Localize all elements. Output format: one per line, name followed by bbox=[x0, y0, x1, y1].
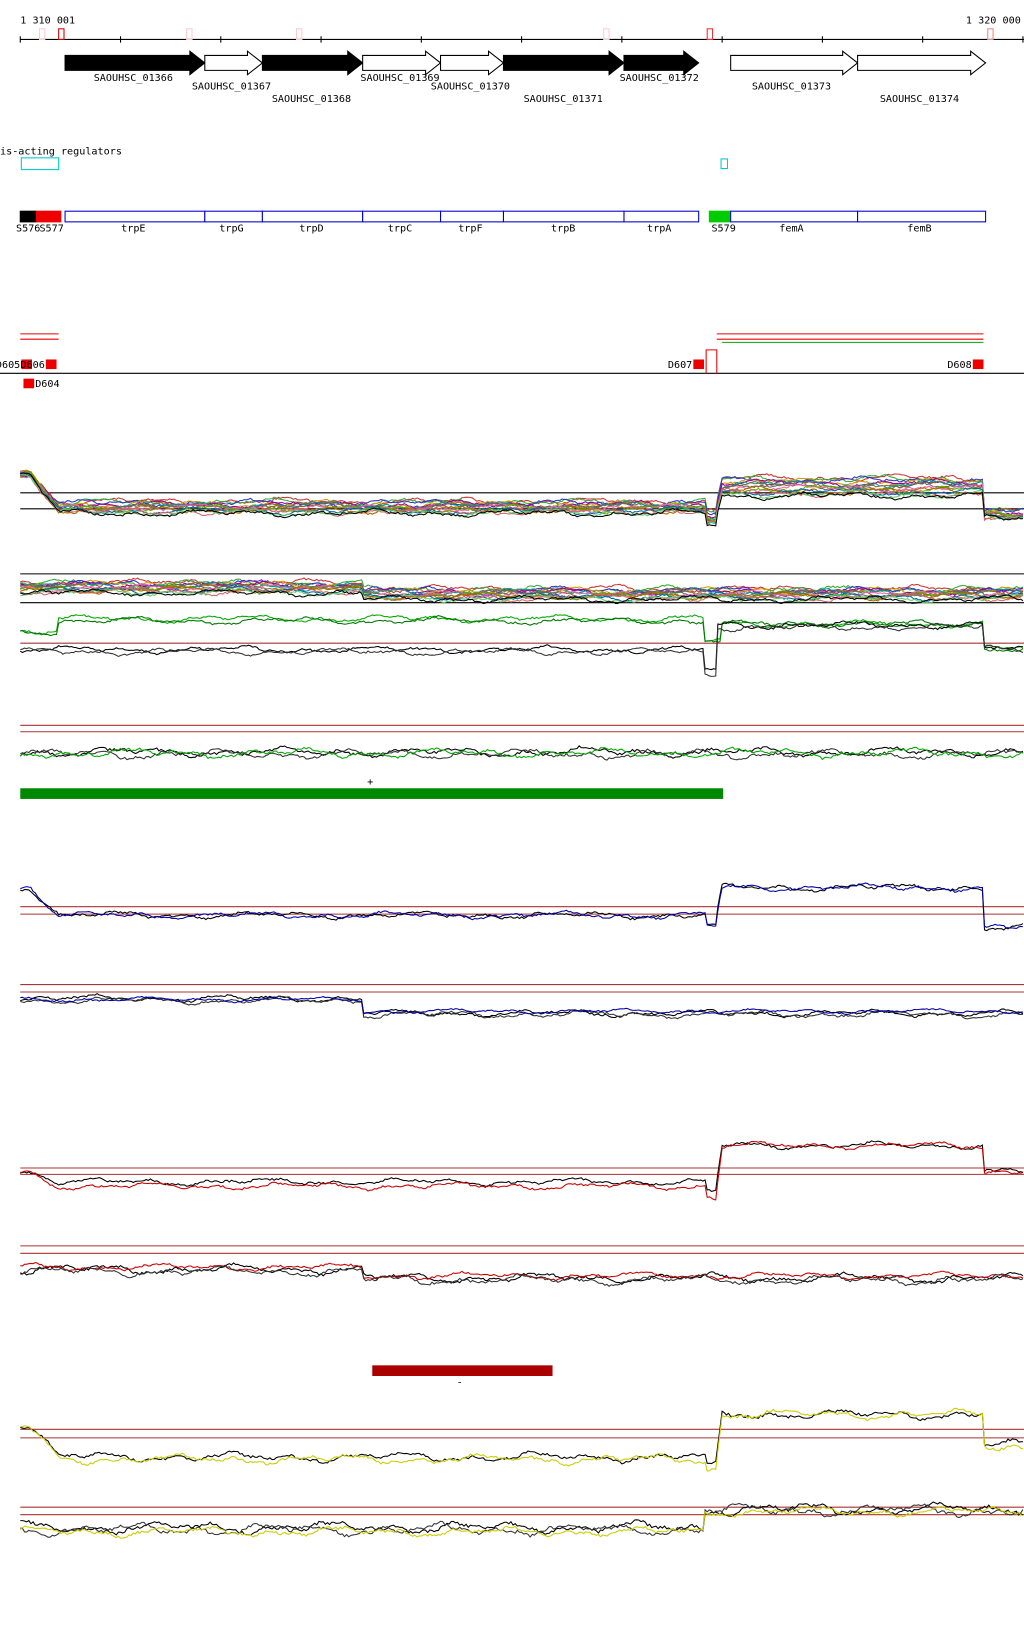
gene-label: SAOUHSC_01367 bbox=[192, 81, 271, 92]
feature-label: femA bbox=[779, 223, 803, 234]
feature-label: trpF bbox=[458, 223, 482, 234]
signal-line bbox=[20, 622, 1024, 677]
segment-bracket bbox=[705, 349, 718, 374]
signal-line bbox=[20, 1501, 1024, 1536]
feature-box bbox=[362, 210, 442, 223]
signal-line bbox=[20, 746, 1024, 761]
feature-box bbox=[261, 210, 364, 223]
feature-box bbox=[204, 210, 263, 223]
gene-label: SAOUHSC_01374 bbox=[880, 94, 959, 105]
feature-box bbox=[440, 210, 504, 223]
signal-line bbox=[20, 1140, 1024, 1192]
gene-label: SAOUHSC_01370 bbox=[431, 81, 510, 92]
ruler-start: 1 310 001 bbox=[20, 15, 75, 26]
gene-arrow bbox=[857, 50, 987, 76]
feature-box bbox=[708, 210, 732, 223]
signal-line bbox=[20, 1407, 1024, 1472]
signal-line bbox=[20, 1264, 1024, 1287]
gene-label: SAOUHSC_01369 bbox=[360, 73, 439, 84]
feature-box bbox=[623, 210, 700, 223]
signal-line bbox=[20, 615, 1024, 653]
regulator-box bbox=[20, 157, 60, 171]
negative-bar bbox=[372, 1365, 553, 1376]
signal-line bbox=[20, 472, 1023, 525]
gene-arrow bbox=[64, 50, 206, 76]
signal-line bbox=[19, 1505, 1024, 1539]
feature-label: S579 bbox=[711, 223, 735, 234]
feature-box bbox=[64, 210, 206, 223]
gene-label: SAOUHSC_01366 bbox=[94, 73, 173, 84]
segment-label: D607 bbox=[668, 360, 692, 371]
signal-line bbox=[20, 995, 1023, 1020]
gene-arrow bbox=[261, 50, 364, 76]
segment-block bbox=[972, 359, 984, 370]
ruler-marker bbox=[186, 28, 193, 40]
feature-label: femB bbox=[907, 223, 931, 234]
feature-box bbox=[857, 210, 987, 223]
gene-arrow bbox=[730, 50, 859, 76]
signal-line bbox=[20, 588, 1024, 605]
feature-label: trpA bbox=[647, 223, 671, 234]
regulator-box bbox=[720, 158, 728, 170]
gene-label: SAOUHSC_01373 bbox=[752, 81, 831, 92]
ruler-marker bbox=[603, 28, 610, 40]
gene-arrow bbox=[204, 50, 264, 76]
signal-line bbox=[20, 992, 1024, 1019]
segment-block bbox=[693, 359, 704, 370]
strand-minus: - bbox=[457, 1377, 463, 1388]
signal-line bbox=[20, 470, 1024, 524]
signal-line bbox=[20, 614, 1024, 650]
feature-label: S577 bbox=[39, 223, 63, 234]
gene-label: SAOUHSC_01368 bbox=[272, 94, 351, 105]
ruler-marker bbox=[296, 28, 303, 40]
ruler-marker bbox=[38, 28, 46, 40]
segment-label: D608 bbox=[947, 360, 971, 371]
segment-block bbox=[21, 359, 32, 370]
signal-line bbox=[20, 1409, 1023, 1465]
segment-label: D604 bbox=[35, 379, 59, 390]
signal-line bbox=[20, 585, 1024, 603]
segment-label: D606 bbox=[20, 360, 44, 371]
feature-label: trpE bbox=[121, 223, 145, 234]
signal-line bbox=[20, 577, 1023, 594]
ruler-marker bbox=[706, 28, 714, 40]
gene-arrow bbox=[440, 50, 505, 76]
gene-arrow bbox=[502, 50, 625, 76]
feature-box bbox=[19, 210, 37, 223]
feature-label: trpC bbox=[388, 223, 412, 234]
gene-label: SAOUHSC_01371 bbox=[524, 94, 603, 105]
segment-label: D605 bbox=[0, 360, 20, 371]
feature-label: S576 bbox=[16, 223, 40, 234]
signal-line bbox=[20, 1502, 1024, 1538]
feature-label: trpG bbox=[219, 223, 243, 234]
track-title: is-acting regulators bbox=[0, 146, 122, 157]
feature-label: trpD bbox=[299, 223, 323, 234]
feature-box bbox=[35, 210, 62, 223]
signal-line bbox=[20, 745, 1024, 759]
ruler-marker bbox=[987, 28, 994, 40]
signal-line bbox=[20, 1262, 1024, 1285]
signal-line bbox=[20, 472, 1023, 527]
positive-bar bbox=[20, 788, 724, 799]
gene-label: SAOUHSC_01372 bbox=[620, 73, 699, 84]
signal-line bbox=[19, 1140, 1024, 1201]
segment-block bbox=[23, 378, 35, 389]
feature-label: trpB bbox=[551, 223, 575, 234]
signal-line bbox=[19, 620, 1023, 671]
signal-line bbox=[20, 995, 1023, 1015]
strand-plus: + bbox=[367, 777, 373, 788]
signal-line bbox=[20, 882, 1023, 929]
gene-arrow bbox=[623, 50, 700, 76]
feature-box bbox=[730, 210, 859, 223]
signal-line bbox=[20, 582, 1024, 600]
gene-arrow bbox=[362, 50, 442, 76]
ruler-marker bbox=[58, 28, 65, 40]
ruler-end: 1 320 000 bbox=[966, 15, 1021, 26]
feature-box bbox=[502, 210, 625, 223]
segment-block bbox=[45, 359, 57, 370]
